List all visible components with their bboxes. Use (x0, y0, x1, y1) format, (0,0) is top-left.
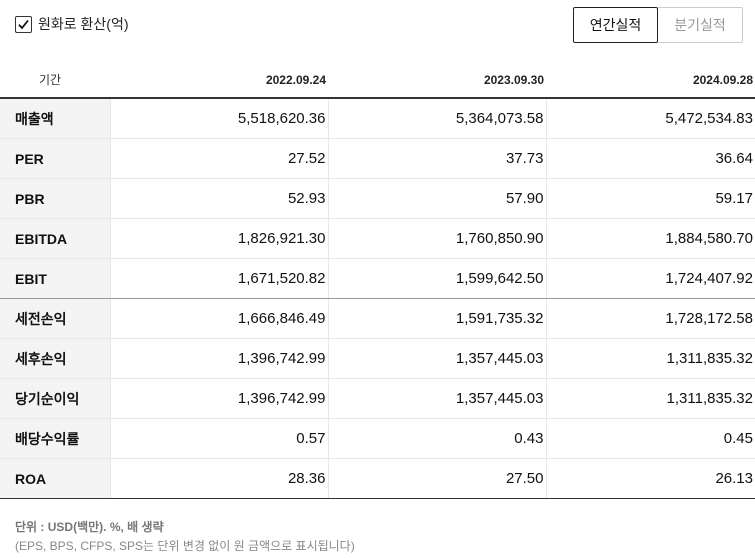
table-cell: 1,884,580.70 (546, 218, 755, 259)
table-cell: 0.45 (546, 418, 755, 459)
table-cell: 1,826,921.30 (110, 218, 329, 259)
table-cell: 0.57 (110, 418, 329, 459)
table-cell: 1,666,846.49 (110, 298, 329, 339)
table-cell: 1,599,642.50 (328, 258, 547, 299)
table-cell: 1,728,172.58 (546, 298, 755, 339)
table-cell: 26.13 (546, 458, 755, 499)
row-label: PER (0, 138, 111, 179)
table-cell: 1,357,445.03 (328, 378, 547, 419)
row-label: 세후손익 (0, 338, 111, 379)
period-toggle: 연간실적 분기실적 (573, 7, 743, 43)
table-cell: 1,357,445.03 (328, 338, 547, 379)
table-cell: 5,518,620.36 (110, 98, 329, 139)
table-cell: 1,396,742.99 (110, 338, 329, 379)
table-cell: 28.36 (110, 458, 329, 499)
tab-quarterly-results[interactable]: 분기실적 (658, 7, 743, 43)
table-cell: 1,724,407.92 (546, 258, 755, 299)
table-header-row: 기간 2022.09.24 2023.09.30 2024.09.28 (0, 62, 755, 99)
table-cell: 52.93 (110, 178, 329, 219)
convert-krw-checkbox-group[interactable]: 원화로 환산(억) (15, 14, 129, 34)
unit-note: 단위 : USD(백만). %, 배 생략 (15, 520, 164, 534)
table-cell: 1,591,735.32 (328, 298, 547, 339)
row-label: EBITDA (0, 218, 111, 259)
row-label: PBR (0, 178, 111, 219)
checkmark-icon (18, 19, 29, 29)
table-row: ROA 28.36 27.50 26.13 (0, 458, 755, 499)
table-row: PER 27.52 37.73 36.64 (0, 138, 755, 179)
table-cell: 1,311,835.32 (546, 338, 755, 379)
table-row: 세후손익 1,396,742.99 1,357,445.03 1,311,835… (0, 338, 755, 379)
table-cell: 27.50 (328, 458, 547, 499)
table-row: 배당수익률 0.57 0.43 0.45 (0, 418, 755, 459)
row-label: 배당수익률 (0, 418, 111, 459)
table-cell: 27.52 (110, 138, 329, 179)
table-row: 세전손익 1,666,846.49 1,591,735.32 1,728,172… (0, 298, 755, 339)
date-header: 2024.09.28 (546, 62, 755, 99)
table-row: EBIT 1,671,520.82 1,599,642.50 1,724,407… (0, 258, 755, 299)
table-cell: 0.43 (328, 418, 547, 459)
table-row: PBR 52.93 57.90 59.17 (0, 178, 755, 219)
table-cell: 1,671,520.82 (110, 258, 329, 299)
date-header: 2022.09.24 (110, 62, 328, 99)
table-row: 매출액 5,518,620.36 5,364,073.58 5,472,534.… (0, 98, 755, 139)
convert-krw-label[interactable]: 원화로 환산(억) (38, 16, 129, 32)
table-cell: 37.73 (328, 138, 547, 179)
financial-table: 기간 2022.09.24 2023.09.30 2024.09.28 매출액 … (0, 62, 755, 499)
table-row: 당기순이익 1,396,742.99 1,357,445.03 1,311,83… (0, 378, 755, 419)
tab-annual-results[interactable]: 연간실적 (573, 7, 658, 43)
table-cell: 5,472,534.83 (546, 98, 755, 139)
row-label: EBIT (0, 258, 111, 299)
table-row: EBITDA 1,826,921.30 1,760,850.90 1,884,5… (0, 218, 755, 259)
footnote: 단위 : USD(백만). %, 배 생략 (EPS, BPS, CFPS, S… (15, 518, 355, 556)
toolbar: 원화로 환산(억) 연간실적 분기실적 (0, 0, 755, 52)
table-cell: 36.64 (546, 138, 755, 179)
table-cell: 1,396,742.99 (110, 378, 329, 419)
row-label: 매출액 (0, 98, 111, 139)
table-cell: 57.90 (328, 178, 547, 219)
date-header: 2023.09.30 (328, 62, 546, 99)
row-label: ROA (0, 458, 111, 499)
table-cell: 5,364,073.58 (328, 98, 547, 139)
row-label: 세전손익 (0, 298, 111, 339)
period-header: 기간 (0, 62, 110, 99)
convert-krw-checkbox[interactable] (15, 15, 32, 33)
unit-exception-note: (EPS, BPS, CFPS, SPS는 단위 변경 없이 원 금액으로 표시… (15, 539, 355, 553)
table-cell: 59.17 (546, 178, 755, 219)
table-cell: 1,760,850.90 (328, 218, 547, 259)
table-cell: 1,311,835.32 (546, 378, 755, 419)
row-label: 당기순이익 (0, 378, 111, 419)
